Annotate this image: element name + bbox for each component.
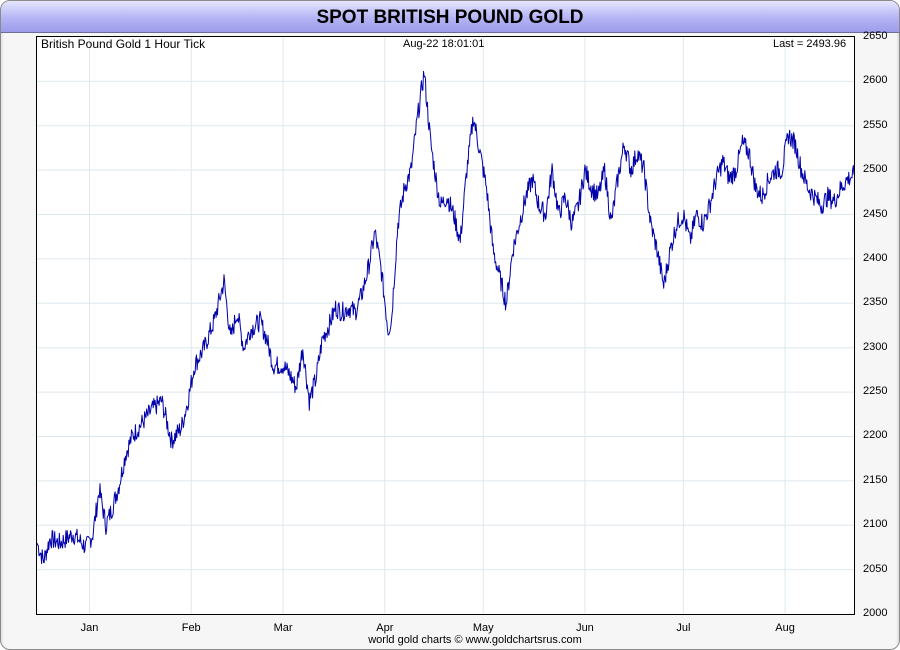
y-tick-label: 2450 [863,207,888,220]
plot-area [36,36,855,615]
y-tick-label: 2150 [863,473,888,486]
y-tick-label: 2550 [863,118,888,131]
chart-subtitle: British Pound Gold 1 Hour Tick [41,37,206,51]
chart-timestamp: Aug-22 18:01:01 [403,38,485,50]
price-series-line [37,70,854,565]
x-tick-label: Jul [676,622,691,634]
y-tick-label: 2350 [863,296,888,309]
title-bar: SPOT BRITISH POUND GOLD [1,1,899,33]
y-tick-label: 2100 [863,518,888,531]
x-tick-label: Mar [273,622,293,634]
chart-svg [37,37,854,614]
y-tick-label: 2400 [863,251,888,264]
chart-credit: world gold charts © www.goldchartsrus.co… [368,634,582,646]
y-tick-label: 2050 [863,562,888,575]
x-tick-label: Jan [80,622,99,634]
x-tick-label: Apr [376,622,394,634]
y-tick-label: 2500 [863,163,888,176]
y-tick-label: 2000 [863,607,888,619]
y-tick-label: 2300 [863,340,888,353]
x-tick-label: Aug [775,622,795,634]
y-tick-label: 2600 [863,74,888,87]
x-tick-label: Jun [576,622,594,634]
y-tick-label: 2650 [863,30,888,42]
x-tick-label: May [472,622,494,634]
y-tick-label: 2250 [863,385,888,398]
y-tick-label: 2200 [863,429,888,442]
chart-title: SPOT BRITISH POUND GOLD [316,7,584,28]
last-price-label: Last = 2493.96 [773,38,847,50]
x-tick-label: Feb [181,622,201,634]
